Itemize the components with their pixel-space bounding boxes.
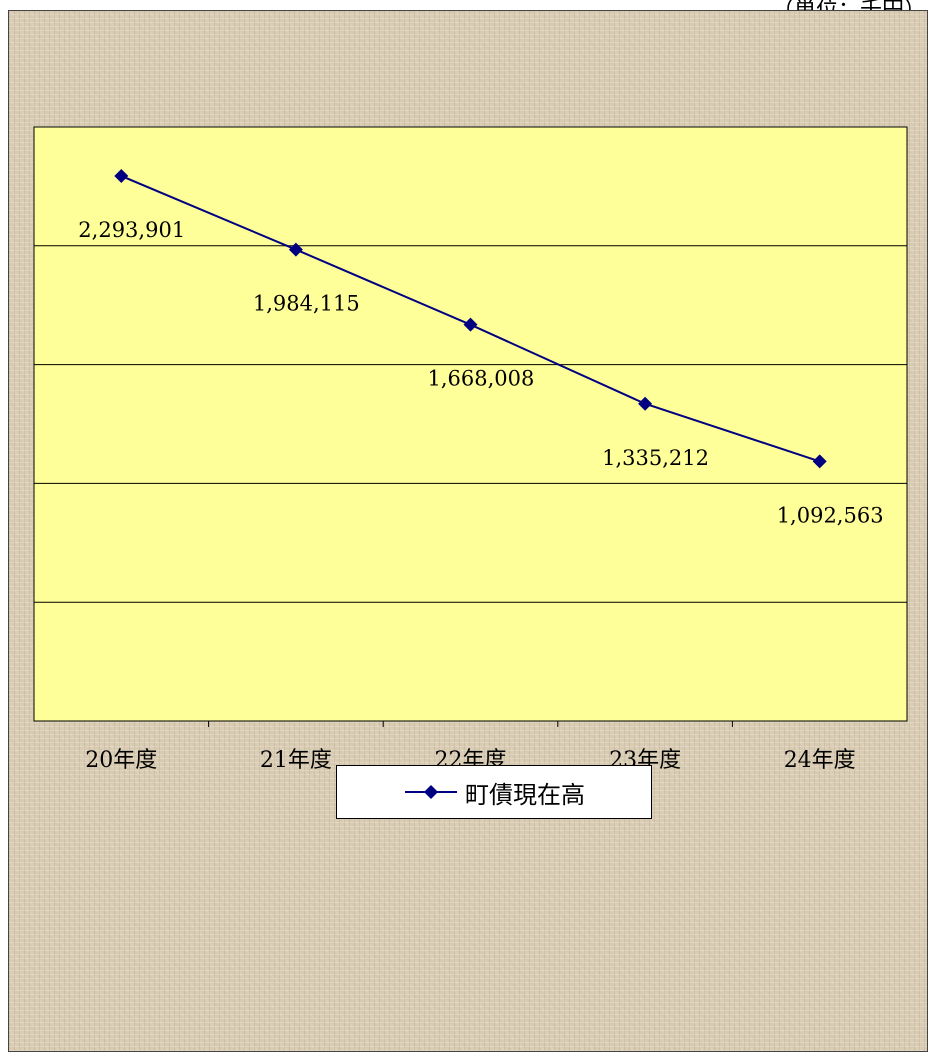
x-tick-label: 24年度 xyxy=(784,748,856,773)
data-label: 2,293,901 xyxy=(78,218,185,242)
x-tick-label: 21年度 xyxy=(260,748,332,773)
data-point-marker xyxy=(288,242,303,257)
data-point-marker xyxy=(114,168,129,183)
plot-area xyxy=(34,127,907,721)
data-point-marker xyxy=(812,454,827,469)
data-label: 1,092,563 xyxy=(777,503,884,527)
data-label: 1,335,212 xyxy=(602,446,709,470)
x-tick-label: 20年度 xyxy=(85,748,157,773)
x-axis-ticks xyxy=(208,721,733,727)
data-point-marker xyxy=(638,396,653,411)
plot-border xyxy=(33,126,908,722)
data-label: 1,668,008 xyxy=(428,367,535,391)
gridlines xyxy=(34,245,907,603)
legend-label: 町債現在高 xyxy=(465,780,585,809)
data-label: 1,984,115 xyxy=(253,292,360,316)
data-labels: 2,293,901 1,984,115 1,668,008 1,335,212 1,09… xyxy=(78,218,883,527)
legend: 町債現在高 xyxy=(336,765,652,819)
legend-marker-icon xyxy=(405,785,457,799)
data-point-marker xyxy=(463,317,478,332)
series-markers xyxy=(114,168,827,469)
